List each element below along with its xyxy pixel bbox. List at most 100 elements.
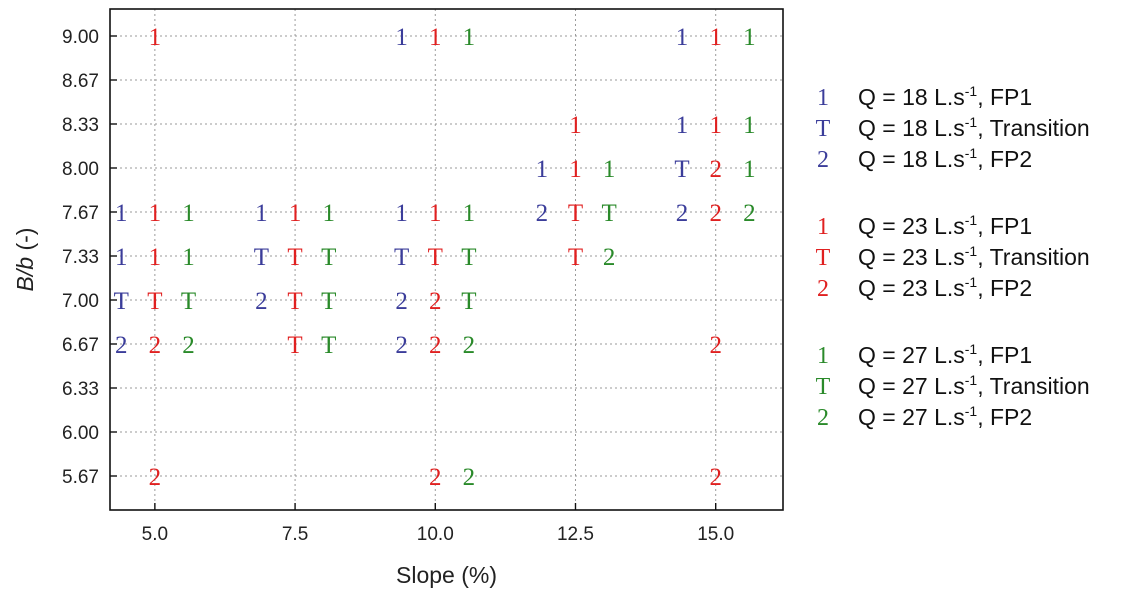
data-point-marker: 1 <box>429 200 442 227</box>
data-point-marker: T <box>568 200 583 227</box>
data-point-marker: 2 <box>255 288 268 315</box>
data-point-marker: T <box>428 244 443 271</box>
legend-label: Q = 23 L.s-1, Transition <box>858 243 1090 270</box>
data-point-marker: T <box>287 288 302 315</box>
y-axis-label: B/b (-) <box>12 228 38 292</box>
data-point-marker: T <box>321 332 336 359</box>
data-point-marker: 2 <box>429 464 442 491</box>
data-point-marker: 2 <box>463 332 476 359</box>
plot-frame <box>109 8 784 511</box>
x-tick-label: 12.5 <box>557 524 594 545</box>
y-tick-label: 6.33 <box>62 379 99 400</box>
data-point-marker: 1 <box>463 200 476 227</box>
y-tick-label: 5.67 <box>62 467 99 488</box>
legend-symbol: T <box>816 116 831 142</box>
legend-label: Q = 18 L.s-1, FP1 <box>858 83 1032 110</box>
data-point-marker: T <box>321 244 336 271</box>
data-point-marker: 2 <box>709 200 722 227</box>
legend-symbol: 1 <box>817 85 829 111</box>
data-point-marker: 1 <box>603 156 616 183</box>
data-point-marker: 2 <box>743 200 756 227</box>
data-point-marker: 1 <box>569 156 582 183</box>
data-point-marker: T <box>568 244 583 271</box>
data-point-marker: 1 <box>709 112 722 139</box>
legend-symbol: 2 <box>817 147 829 173</box>
data-point-marker: 1 <box>395 200 408 227</box>
data-markers: 11T21T211T221211T2111T221TTT11T22211TT11… <box>114 24 756 491</box>
data-point-marker: 2 <box>149 464 162 491</box>
y-tick-label: 8.00 <box>62 159 99 180</box>
data-point-marker: T <box>254 244 269 271</box>
legend-label: Q = 23 L.s-1, FP2 <box>858 274 1032 301</box>
data-point-marker: 1 <box>149 24 162 51</box>
data-point-marker: 2 <box>395 288 408 315</box>
y-tick-label: 7.67 <box>62 203 99 224</box>
data-point-marker: T <box>461 244 476 271</box>
data-point-marker: 1 <box>255 200 268 227</box>
legend-label: Q = 18 L.s-1, Transition <box>858 114 1090 141</box>
data-point-marker: T <box>181 288 196 315</box>
data-point-marker: 1 <box>149 200 162 227</box>
data-point-marker: 1 <box>149 244 162 271</box>
y-tick-label: 6.67 <box>62 335 99 356</box>
data-point-marker: T <box>147 288 162 315</box>
data-point-marker: T <box>602 200 617 227</box>
data-point-marker: 2 <box>115 332 128 359</box>
data-point-marker: 2 <box>676 200 689 227</box>
data-point-marker: 1 <box>676 112 689 139</box>
data-point-marker: 2 <box>429 288 442 315</box>
data-point-marker: 1 <box>536 156 549 183</box>
data-point-marker: 2 <box>709 464 722 491</box>
x-tick-label: 15.0 <box>697 524 734 545</box>
data-point-marker: T <box>674 156 689 183</box>
data-point-marker: 1 <box>743 24 756 51</box>
data-point-marker: 2 <box>603 244 616 271</box>
data-point-marker: 2 <box>149 332 162 359</box>
data-point-marker: 1 <box>569 112 582 139</box>
data-point-marker: 1 <box>182 200 195 227</box>
data-point-marker: 2 <box>182 332 195 359</box>
data-point-marker: 1 <box>676 24 689 51</box>
legend-symbol: 1 <box>817 214 829 240</box>
data-point-marker: T <box>287 332 302 359</box>
data-point-marker: T <box>461 288 476 315</box>
legend-symbol: 2 <box>817 276 829 302</box>
x-tick-label: 7.5 <box>282 524 308 545</box>
x-tick-label: 5.0 <box>142 524 168 545</box>
data-point-marker: 2 <box>463 464 476 491</box>
data-point-marker: 1 <box>289 200 302 227</box>
y-tick-label: 8.67 <box>62 71 99 92</box>
data-point-marker: 1 <box>115 244 128 271</box>
data-point-marker: 1 <box>743 156 756 183</box>
x-tick-label: 10.0 <box>417 524 454 545</box>
legend-label: Q = 27 L.s-1, FP2 <box>858 403 1032 430</box>
data-point-marker: 1 <box>322 200 335 227</box>
legend-symbol: 2 <box>817 405 829 431</box>
data-point-marker: 2 <box>709 156 722 183</box>
legend: 1 Q = 18 L.s-1, FP1 T Q = 18 L.s-1, Transit… <box>816 83 1090 431</box>
y-tick-label: 7.33 <box>62 247 99 268</box>
legend-symbol: T <box>816 374 831 400</box>
legend-label: Q = 18 L.s-1, FP2 <box>858 145 1032 172</box>
legend-symbol: T <box>816 245 831 271</box>
axis-ticks: 5.0 7.5 10.0 12.5 15.0 5.67 6.00 6.33 6.67 7.00 7.… <box>62 27 734 545</box>
data-point-marker: T <box>114 288 129 315</box>
x-axis-label: Slope (%) <box>396 562 497 588</box>
data-point-marker: 2 <box>429 332 442 359</box>
data-point-marker: 1 <box>463 24 476 51</box>
grid-lines <box>110 9 783 510</box>
y-tick-label: 9.00 <box>62 27 99 48</box>
data-point-marker: 1 <box>709 24 722 51</box>
y-tick-label: 8.33 <box>62 115 99 136</box>
data-point-marker: 1 <box>395 24 408 51</box>
data-point-marker: T <box>394 244 409 271</box>
data-point-marker: 1 <box>429 24 442 51</box>
data-point-marker: T <box>321 288 336 315</box>
data-point-marker: 1 <box>182 244 195 271</box>
data-point-marker: T <box>287 244 302 271</box>
legend-symbol: 1 <box>817 343 829 369</box>
legend-label: Q = 27 L.s-1, FP1 <box>858 341 1032 368</box>
data-point-marker: 2 <box>536 200 549 227</box>
data-point-marker: 2 <box>709 332 722 359</box>
